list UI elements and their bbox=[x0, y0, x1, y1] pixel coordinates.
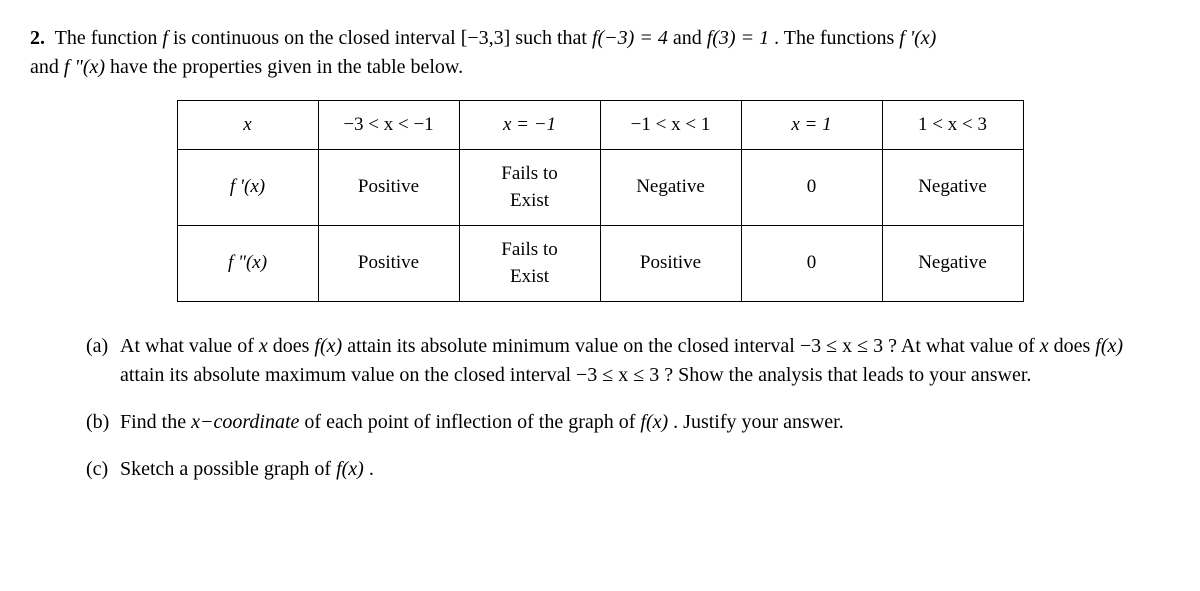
question-c: (c) Sketch a possible graph of f(x) . bbox=[86, 455, 1170, 484]
table-cell: Positive bbox=[318, 225, 459, 301]
table-cell: 0 bbox=[741, 225, 882, 301]
f-at-neg3: f(−3) = 4 bbox=[592, 27, 668, 49]
f-prime: f '(x) bbox=[899, 27, 936, 49]
f-double-prime: f "(x) bbox=[64, 56, 105, 78]
table-cell: Negative bbox=[882, 225, 1023, 301]
table-row: x −3 < x < −1 x = −1 −1 < x < 1 x = 1 1 … bbox=[177, 101, 1023, 150]
table-header: x bbox=[177, 101, 318, 150]
table-row: f "(x) Positive Fails to Exist Positive … bbox=[177, 225, 1023, 301]
question-text: Find the x−coordinate of each point of i… bbox=[120, 408, 1170, 437]
question-text: Sketch a possible graph of f(x) . bbox=[120, 455, 1170, 484]
table-cell: Positive bbox=[318, 149, 459, 225]
problem-prompt: 2. The function f is continuous on the c… bbox=[30, 24, 1170, 82]
prompt-text: such that bbox=[515, 27, 592, 49]
f-at-3: f(3) = 1 bbox=[707, 27, 769, 49]
prompt-text: have the properties given in the table b… bbox=[110, 56, 463, 78]
question-label: (c) bbox=[86, 455, 120, 484]
table-cell: Fails to Exist bbox=[459, 225, 600, 301]
question-a: (a) At what value of x does f(x) attain … bbox=[86, 332, 1170, 390]
question-label: (b) bbox=[86, 408, 120, 437]
table-cell: Fails to Exist bbox=[459, 149, 600, 225]
question-label: (a) bbox=[86, 332, 120, 390]
problem-number: 2. bbox=[30, 27, 45, 49]
table-row: f '(x) Positive Fails to Exist Negative … bbox=[177, 149, 1023, 225]
table-cell: Negative bbox=[600, 149, 741, 225]
table-cell: Negative bbox=[882, 149, 1023, 225]
table-cell: Positive bbox=[600, 225, 741, 301]
table-header: x = 1 bbox=[741, 101, 882, 150]
table-header: x = −1 bbox=[459, 101, 600, 150]
table-header: −1 < x < 1 bbox=[600, 101, 741, 150]
table-header: −3 < x < −1 bbox=[318, 101, 459, 150]
row-label-fprime: f '(x) bbox=[177, 149, 318, 225]
prompt-text: and bbox=[30, 56, 64, 78]
prompt-text: and bbox=[673, 27, 707, 49]
table-cell: 0 bbox=[741, 149, 882, 225]
question-b: (b) Find the x−coordinate of each point … bbox=[86, 408, 1170, 437]
prompt-text: The function bbox=[55, 27, 163, 49]
row-label-fdprime: f "(x) bbox=[177, 225, 318, 301]
derivative-table: x −3 < x < −1 x = −1 −1 < x < 1 x = 1 1 … bbox=[177, 100, 1024, 302]
question-text: At what value of x does f(x) attain its … bbox=[120, 332, 1170, 390]
prompt-text: . The functions bbox=[774, 27, 899, 49]
questions-block: (a) At what value of x does f(x) attain … bbox=[86, 332, 1170, 484]
function-f: f bbox=[162, 27, 168, 49]
closed-interval: [−3,3] bbox=[461, 27, 511, 49]
prompt-text: is continuous on the closed interval bbox=[173, 27, 461, 49]
table-header: 1 < x < 3 bbox=[882, 101, 1023, 150]
